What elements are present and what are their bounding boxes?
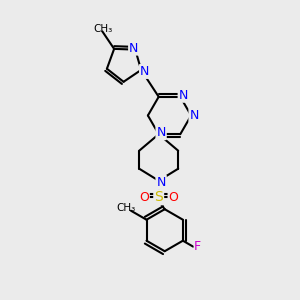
Text: N: N [129,42,139,55]
Text: O: O [168,191,178,204]
Text: F: F [194,240,201,253]
Text: O: O [140,191,149,204]
Text: N: N [156,126,166,139]
Text: CH₃: CH₃ [93,24,112,34]
Text: N: N [156,176,166,189]
Text: N: N [189,109,199,122]
Text: S: S [154,190,163,204]
Text: N: N [140,65,149,78]
Text: N: N [178,89,188,102]
Text: CH₃: CH₃ [116,203,135,213]
